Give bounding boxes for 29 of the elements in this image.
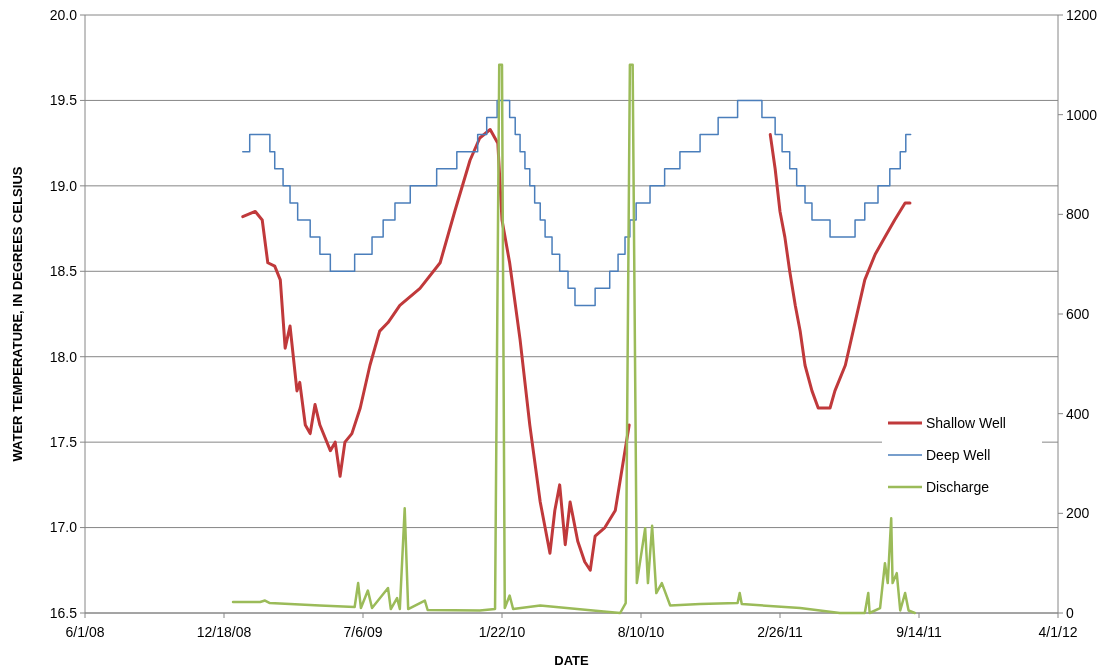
x-tick-label: 4/1/12 bbox=[1038, 624, 1078, 640]
y-tick-label: 18.5 bbox=[49, 263, 78, 280]
y-tick-label: 18.0 bbox=[49, 348, 78, 365]
line-series bbox=[231, 63, 917, 615]
y2-tick-label: 1200 bbox=[1066, 6, 1098, 23]
y-tick-label: 19.0 bbox=[49, 177, 78, 194]
y2-tick-label: 600 bbox=[1066, 305, 1090, 322]
x-tick-label: 7/6/09 bbox=[343, 624, 383, 640]
y2-tick-label: 200 bbox=[1066, 505, 1090, 522]
x-tick-label: 1/22/10 bbox=[478, 624, 526, 640]
x-tick-label: 2/26/11 bbox=[757, 624, 804, 640]
x-tick-label: 8/10/10 bbox=[617, 624, 665, 640]
y2-tick-label: 1000 bbox=[1066, 106, 1098, 123]
y-tick-label: 19.5 bbox=[49, 92, 78, 109]
y-axis-title: WATER TEMPERATURE, IN DEGREES CELSIUS bbox=[10, 166, 25, 462]
x-tick-label: 12/18/08 bbox=[196, 624, 252, 640]
legend-label: Deep Well bbox=[926, 446, 991, 463]
y2-tick-label: 800 bbox=[1066, 206, 1090, 223]
legend-label: Shallow Well bbox=[926, 414, 1006, 431]
y-tick-label: 16.5 bbox=[49, 604, 78, 621]
y2-tick-label: 400 bbox=[1066, 405, 1090, 422]
x-tick-label: 6/1/08 bbox=[65, 624, 105, 640]
y2-tick-label: 0 bbox=[1066, 604, 1074, 621]
x-axis-title: DATE bbox=[554, 653, 590, 668]
x-tick-label: 9/14/11 bbox=[896, 624, 943, 640]
y-tick-label: 17.0 bbox=[49, 519, 78, 536]
y-tick-label: 20.0 bbox=[49, 6, 78, 23]
legend-label: Discharge bbox=[926, 478, 990, 495]
y-tick-label: 17.5 bbox=[49, 434, 78, 451]
